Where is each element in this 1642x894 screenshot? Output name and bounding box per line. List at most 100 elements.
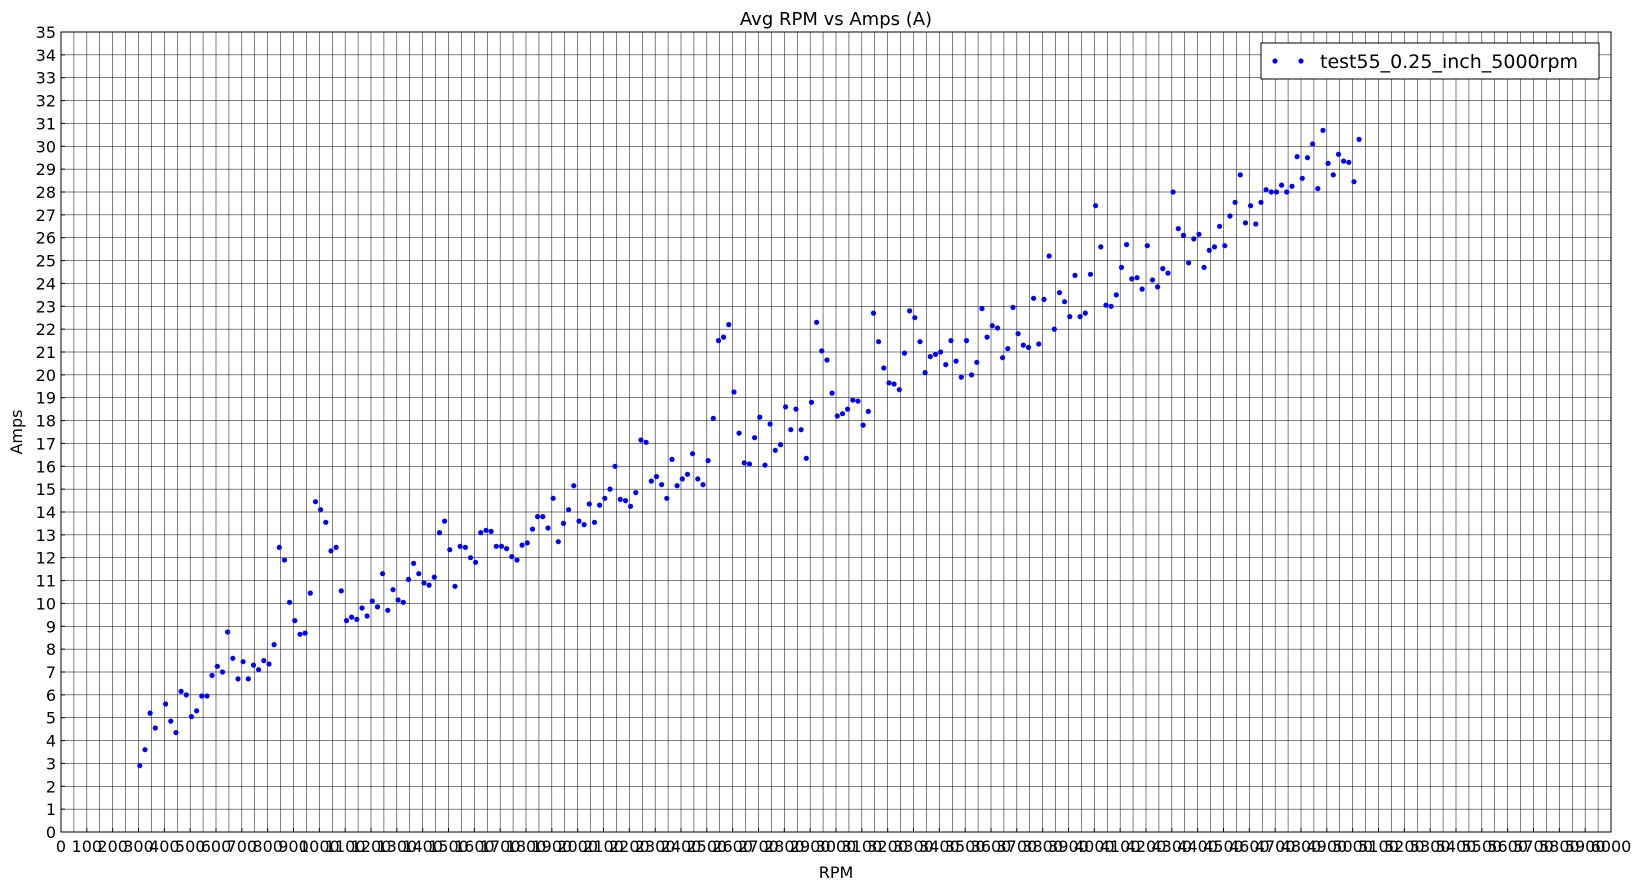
y-tick-label: 18 <box>36 412 56 431</box>
data-point <box>219 669 226 675</box>
x-tick-label: 3800 <box>1022 837 1063 856</box>
data-point <box>292 618 298 624</box>
data-point <box>1341 158 1347 164</box>
x-tick-label: 5000 <box>1332 837 1373 856</box>
data-point <box>1093 203 1099 209</box>
y-tick-label: 29 <box>36 160 56 179</box>
x-tick-label: 3000 <box>816 837 857 856</box>
data-point <box>581 522 587 528</box>
x-tick-label: 400 <box>149 837 180 856</box>
data-point <box>287 599 293 605</box>
x-tick-label: 100 <box>72 837 103 856</box>
data-point <box>1046 253 1052 259</box>
y-tick-label: 32 <box>36 92 56 111</box>
y-tick-label: 31 <box>36 114 56 133</box>
data-point <box>1284 189 1290 195</box>
x-tick-label: 1900 <box>531 837 572 856</box>
x-tick-label: 1400 <box>402 837 443 856</box>
data-point <box>374 604 381 610</box>
y-tick-label: 26 <box>36 229 56 248</box>
data-point <box>1144 243 1150 249</box>
data-point <box>1289 183 1295 189</box>
data-point <box>168 718 174 724</box>
x-tick-label: 4400 <box>1177 837 1218 856</box>
data-point <box>752 435 758 441</box>
x-tick-label: 5300 <box>1410 837 1451 856</box>
data-point <box>1258 199 1264 205</box>
legend: test55_0.25_inch_5000rpm <box>1260 42 1600 80</box>
data-point <box>912 315 918 321</box>
data-point <box>395 597 401 603</box>
data-point <box>380 571 386 577</box>
x-tick-label: 5900 <box>1565 837 1606 856</box>
x-tick-label: 4000 <box>1074 837 1115 856</box>
data-point <box>612 463 618 469</box>
data-point <box>1268 189 1274 195</box>
data-point <box>333 544 339 551</box>
data-point <box>421 580 427 586</box>
data-point <box>705 458 711 464</box>
data-point <box>442 518 448 524</box>
y-tick-label: 8 <box>46 640 56 659</box>
data-point <box>354 616 360 623</box>
y-tick-label: 21 <box>36 343 56 362</box>
data-point <box>178 688 184 695</box>
legend-marker <box>1298 58 1304 64</box>
data-point <box>473 559 479 565</box>
x-tick-label: 4900 <box>1306 837 1347 856</box>
data-point <box>974 359 980 365</box>
data-points <box>137 127 1362 769</box>
data-point <box>994 325 1001 331</box>
x-tick-label: 2500 <box>686 837 727 856</box>
data-point <box>1325 160 1331 166</box>
x-tick-label: 3100 <box>841 837 882 856</box>
data-point <box>741 460 747 466</box>
legend-marker <box>1272 58 1278 64</box>
y-tick-label: 19 <box>36 389 56 408</box>
x-tick-label: 0 <box>56 837 66 856</box>
data-point <box>555 539 561 545</box>
data-point <box>700 482 706 488</box>
data-point <box>147 710 153 716</box>
data-point <box>250 662 257 668</box>
x-tick-labels: 0 100200300400500600700800900100011001200… <box>56 837 1631 856</box>
data-point <box>194 708 200 714</box>
data-point <box>943 362 949 368</box>
data-point <box>1346 159 1352 165</box>
data-point <box>447 547 453 553</box>
y-tick-label: 5 <box>46 709 56 728</box>
data-point <box>1000 355 1006 361</box>
data-point <box>881 365 887 371</box>
data-point <box>524 540 530 546</box>
x-tick-label: 4500 <box>1203 837 1244 856</box>
grid-lines <box>60 31 1612 833</box>
data-point <box>1175 226 1181 232</box>
x-tick-label: 700 <box>227 837 258 856</box>
y-tick-label: 3 <box>46 754 56 773</box>
data-point <box>152 725 158 731</box>
data-point <box>958 374 964 380</box>
x-tick-label: 4700 <box>1255 837 1296 856</box>
data-point <box>209 672 215 679</box>
data-point <box>767 421 773 427</box>
data-point <box>607 486 613 492</box>
data-point <box>1222 243 1228 249</box>
data-point <box>1108 303 1114 309</box>
y-tick-labels: 0123456789101112131415161718192021222324… <box>36 23 56 842</box>
x-tick-label: 2900 <box>790 837 831 856</box>
data-point <box>1072 272 1078 278</box>
data-point <box>504 546 510 552</box>
data-point <box>969 372 975 378</box>
data-point <box>312 499 319 505</box>
data-point <box>457 543 463 549</box>
x-tick-label: 5100 <box>1358 837 1399 856</box>
data-point <box>1330 172 1336 178</box>
data-point <box>602 495 608 501</box>
y-tick-label: 16 <box>36 457 56 476</box>
data-point <box>932 351 939 357</box>
data-point <box>653 474 660 480</box>
legend-box <box>1260 42 1600 80</box>
data-point <box>772 447 778 453</box>
y-tick-label: 7 <box>46 663 56 682</box>
x-tick-label: 1800 <box>506 837 547 856</box>
